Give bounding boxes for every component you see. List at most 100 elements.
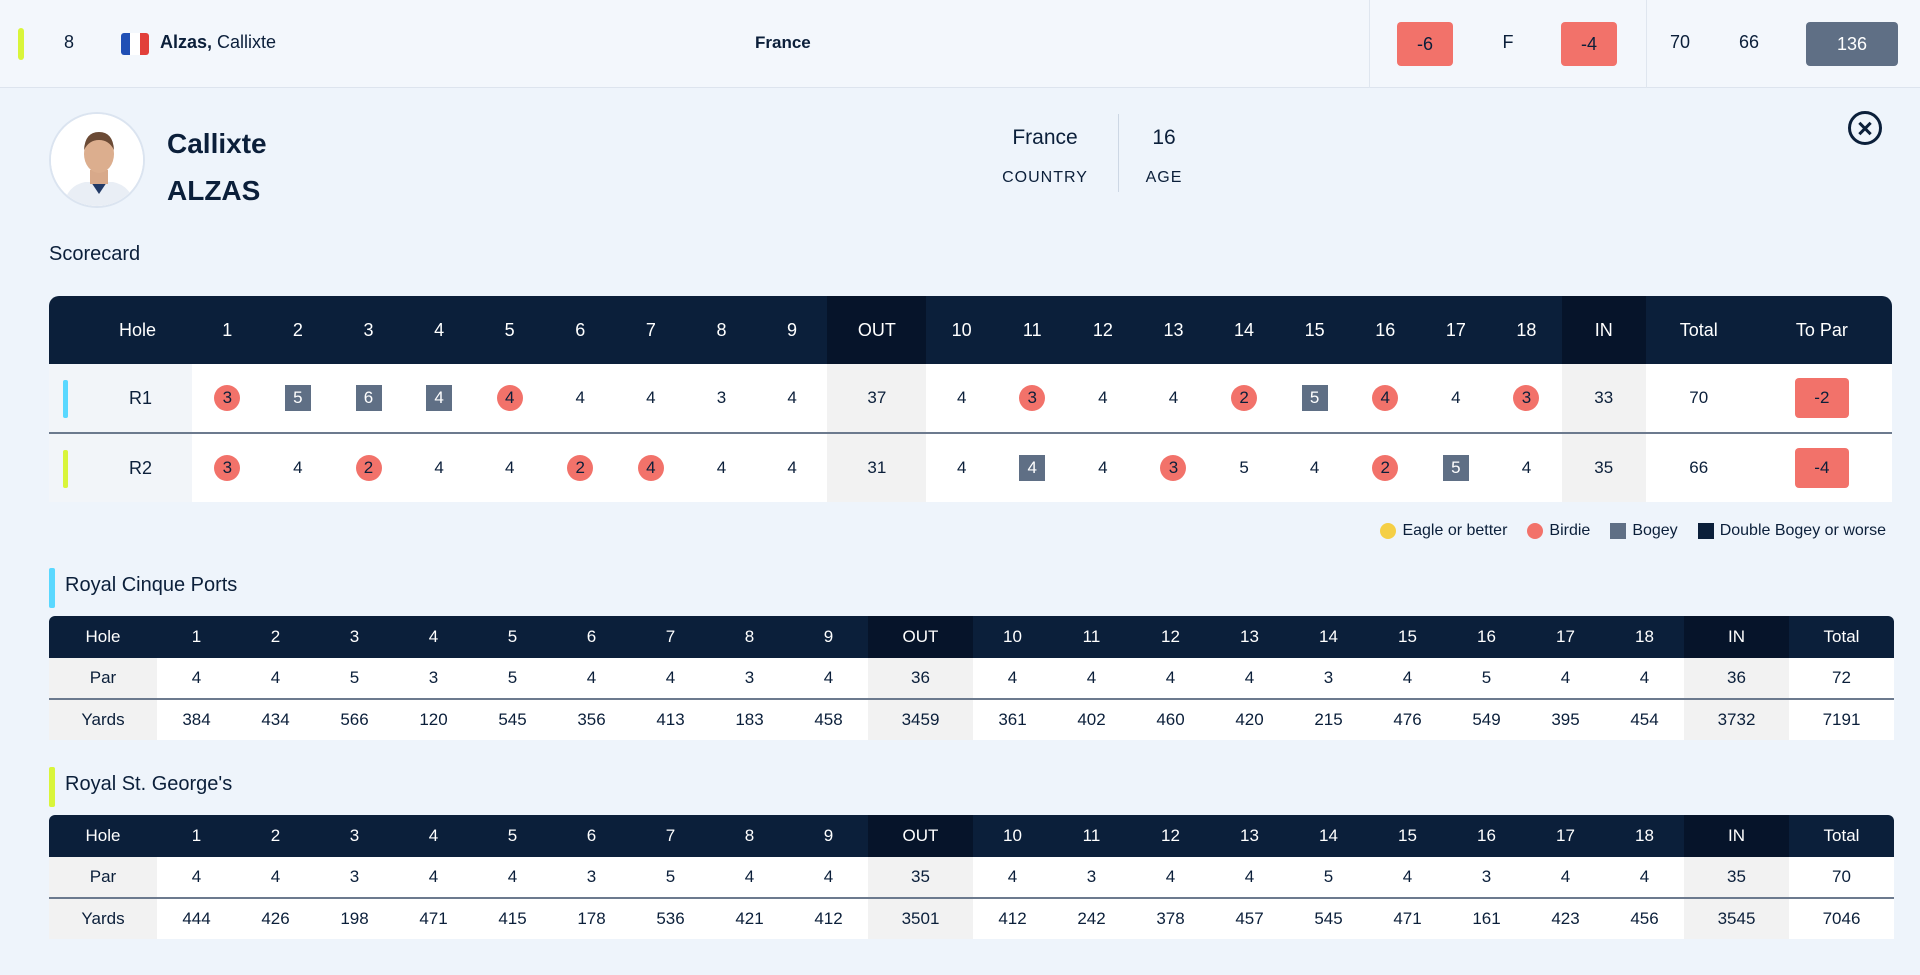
course-table: Hole 1 2 3 4 5 6 7 8 9 OUT 10 11 12 13 14 15 16 17 18 IN Tota… xyxy=(49,616,1894,740)
course-header-cell: 4 xyxy=(394,815,473,857)
course-par-cell: 5 xyxy=(315,658,394,700)
scorecard-header-cell: 18 xyxy=(1491,296,1562,364)
hole-score: 4 xyxy=(615,433,687,502)
course-yards-cell: 460 xyxy=(1131,699,1210,740)
player-avatar xyxy=(49,112,145,208)
round-to-par: -2 xyxy=(1751,364,1892,434)
player-first-name: Callixte xyxy=(217,32,277,52)
course-par-cell: 4 xyxy=(394,857,473,899)
birdie-mark: 3 xyxy=(1513,385,1540,411)
course-par-cell: 3 xyxy=(394,658,473,700)
course-header-cell: 6 xyxy=(552,815,631,857)
course-header-cell: 1 xyxy=(157,815,236,857)
course-yards-cell: 3459 xyxy=(868,699,973,740)
round-indicator xyxy=(63,380,68,418)
bogey-mark: 5 xyxy=(1301,385,1328,411)
course-yards-cell: 378 xyxy=(1131,898,1210,939)
course-par-cell: 35 xyxy=(868,857,973,899)
par-mark: 5 xyxy=(1239,458,1249,477)
course-yards-cell: 384 xyxy=(157,699,236,740)
course-yards-cell: 420 xyxy=(1210,699,1289,740)
player-photo xyxy=(51,114,143,206)
leaderboard-row[interactable]: 8 Alzas, Callixte France -6 F -4 70 66 1… xyxy=(0,0,1920,88)
course-header-row: Hole 1 2 3 4 5 6 7 8 9 OUT 10 11 12 13 14 15 16 17 18 IN Tota… xyxy=(49,815,1894,857)
course-header-cell: 16 xyxy=(1447,815,1526,857)
course-par-cell: 4 xyxy=(1368,857,1447,899)
scorecard-header-cell: 15 xyxy=(1279,296,1350,364)
par-mark: 4 xyxy=(575,388,586,407)
hole-score: 2 xyxy=(333,433,404,502)
course-header-cell: 17 xyxy=(1526,616,1605,658)
hole-score: 5 xyxy=(1420,433,1492,502)
course-header-cell: 9 xyxy=(789,815,868,857)
legend-item: Eagle or better xyxy=(1380,522,1507,540)
course-par-cell: 4 xyxy=(631,658,710,700)
scorecard-header-cell: 4 xyxy=(403,296,475,364)
course-yards-cell: 3732 xyxy=(1684,699,1789,740)
hole-score: 6 xyxy=(333,364,404,434)
hole-score: 2 xyxy=(1349,433,1421,502)
scorecard-header-cell: 13 xyxy=(1138,296,1209,364)
hole-score: 4 xyxy=(756,364,828,434)
course-par-cell: 4 xyxy=(789,857,868,899)
course-yards-cell: 395 xyxy=(1526,699,1605,740)
course-header-cell: Hole xyxy=(49,815,157,857)
course-par-cell: 3 xyxy=(1052,857,1131,899)
player-name[interactable]: Alzas, Callixte xyxy=(160,32,276,53)
par-mark: 4 xyxy=(646,388,656,407)
close-icon[interactable] xyxy=(1848,111,1882,145)
scorecard-header-cell: IN xyxy=(1561,296,1646,364)
hole-score: 4 xyxy=(686,433,757,502)
course-par-cell: 4 xyxy=(157,857,236,899)
scorecard-header-cell: 17 xyxy=(1420,296,1492,364)
legend-label: Bogey xyxy=(1632,522,1678,539)
course-header-cell: 1 xyxy=(157,616,236,658)
course-header-cell: 5 xyxy=(473,616,552,658)
position: 8 xyxy=(64,32,75,52)
hole-score: 3 xyxy=(996,364,1068,434)
course-par-cell: 4 xyxy=(1131,658,1210,700)
hole-score: 5 xyxy=(1208,433,1280,502)
course-yards-cell: 566 xyxy=(315,699,394,740)
course-header-cell: 3 xyxy=(315,815,394,857)
par-mark: 4 xyxy=(787,458,797,477)
course-par-row: Par 4 4 3 4 4 3 5 4 4 35 4 3 4 4 5 4 3 4 4 35 70 xyxy=(49,857,1894,899)
thru-value: F xyxy=(1502,32,1514,52)
course-yards-cell: 444 xyxy=(157,898,236,939)
course-row-label: Yards xyxy=(49,699,157,740)
course-par-cell: 4 xyxy=(236,658,315,700)
course-yards-cell: 412 xyxy=(789,898,868,939)
par-mark: 4 xyxy=(956,388,967,407)
course-par-cell: 5 xyxy=(631,857,710,899)
divider xyxy=(1646,0,1647,88)
round-to-par: -4 xyxy=(1751,433,1892,502)
hole-score: 4 xyxy=(1420,364,1492,434)
course-par-cell: 4 xyxy=(789,658,868,700)
course-name: Royal Cinque Ports xyxy=(65,574,238,596)
course-par-cell: 4 xyxy=(973,857,1052,899)
scorecard-header-cell: 1 xyxy=(192,296,263,364)
course-par-cell: 4 xyxy=(1526,658,1605,700)
hole-score: 4 xyxy=(1279,433,1350,502)
course-yards-cell: 183 xyxy=(710,699,789,740)
course-yards-cell: 434 xyxy=(236,699,315,740)
hole-score: 3 xyxy=(1138,433,1209,502)
out-total: 31 xyxy=(827,433,927,502)
birdie-mark: 2 xyxy=(1231,385,1258,411)
course-yards-cell: 545 xyxy=(473,699,552,740)
hole-score: 4 xyxy=(403,364,475,434)
scorecard-header-cell: 10 xyxy=(926,296,997,364)
course-par-cell: 5 xyxy=(1447,658,1526,700)
eagle-swatch xyxy=(1380,523,1397,539)
course-row-label: Par xyxy=(49,857,157,899)
hole-score: 4 xyxy=(403,433,475,502)
bogey-mark: 4 xyxy=(426,385,453,411)
course-yards-cell: 178 xyxy=(552,898,631,939)
par-mark: 4 xyxy=(1451,388,1461,407)
course-par-cell: 4 xyxy=(1131,857,1210,899)
birdie-mark: 3 xyxy=(1160,455,1187,481)
scorecard-header-cell: OUT xyxy=(827,296,927,364)
course-yards-cell: 3501 xyxy=(868,898,973,939)
course-header-cell: 6 xyxy=(552,616,631,658)
round-label-text: R1 xyxy=(129,387,153,408)
